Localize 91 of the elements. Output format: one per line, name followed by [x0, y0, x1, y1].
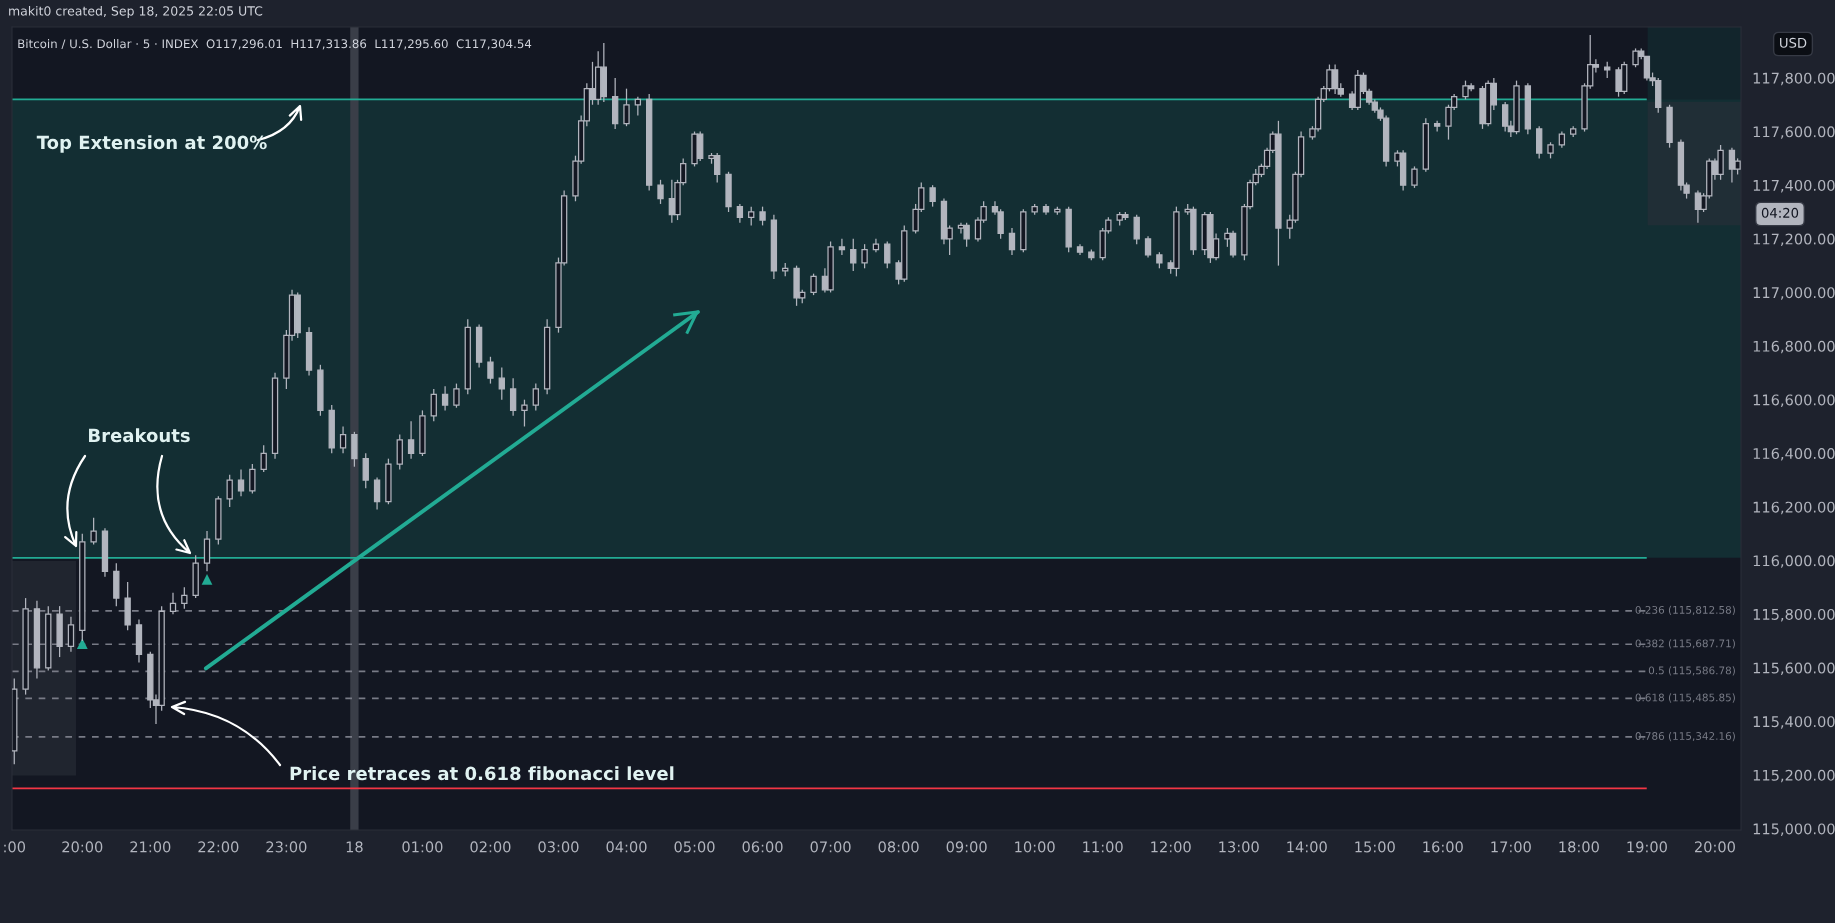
x-tick-label: 20:00	[62, 841, 103, 853]
candlestick	[237, 468, 245, 497]
candlestick	[441, 385, 449, 412]
x-tick-label: 08:00	[878, 841, 919, 853]
y-tick-label: 116,400.00	[1753, 448, 1835, 461]
candlestick	[657, 179, 664, 205]
annotation: Top Extension at 200%	[36, 135, 267, 153]
candlestick	[362, 452, 369, 489]
candlestick	[532, 382, 539, 412]
candlestick	[260, 444, 267, 473]
y-tick-label: 115,200.00	[1753, 769, 1835, 783]
y-tick-label: 115,000.00	[1753, 823, 1835, 836]
candlestick	[249, 463, 256, 495]
candlestick	[373, 476, 381, 511]
y-tick-label: 117,200.00	[1753, 233, 1835, 247]
ref-line-label: 0.236 (115,812.58)	[1635, 605, 1735, 616]
candlestick	[226, 474, 233, 508]
candlestick	[759, 206, 766, 227]
candlestick	[1501, 101, 1509, 133]
y-tick-label: 116,800.00	[1753, 340, 1835, 354]
candlestick	[748, 206, 755, 227]
ref-line-label: 0.5 (115,586.78)	[1648, 666, 1735, 676]
candlestick	[623, 88, 630, 127]
y-tick-label: 116,000.00	[1753, 555, 1835, 568]
y-tick-label: 116,600.00	[1753, 394, 1835, 407]
ref-line-label: 0.786 (115,342.16)	[1635, 731, 1735, 742]
x-tick-label: :00	[4, 841, 26, 853]
y-tick-label: 117,800.00	[1753, 72, 1835, 86]
x-tick-label: 01:00	[402, 841, 443, 853]
x-tick-label: 07:00	[810, 841, 851, 853]
y-tick-label: 116,200.00	[1753, 501, 1835, 515]
candlestick	[1008, 227, 1016, 256]
candlestick	[407, 420, 415, 460]
text: 04:20	[1761, 207, 1799, 218]
x-tick-label: 09:00	[946, 841, 987, 853]
x-tick-label: 05:00	[674, 841, 715, 853]
x-tick-label: 22:00	[198, 841, 239, 853]
candlestick	[884, 240, 891, 269]
annotation: Price retraces at 0.618 fibonacci level	[290, 766, 674, 781]
y-tick-label: 115,800.00	[1753, 608, 1835, 622]
ref-line-label: 0.382 (115,687.71)	[1635, 639, 1735, 649]
y-tick-label: 115,400.00	[1753, 716, 1835, 729]
x-tick-label: 10:00	[1015, 841, 1055, 853]
candlestick	[634, 96, 642, 117]
x-tick-label: 18:00	[1559, 841, 1599, 853]
candlestick	[1133, 214, 1140, 245]
candlestick	[1411, 165, 1418, 189]
x-tick-label: 02:00	[470, 841, 511, 853]
x-tick-label: 13:00	[1219, 841, 1259, 853]
text: Bitcoin / U.S. Dollar · 5 · INDEX O117,296.01 H117,313.86 L117,295.60 C117,304.54	[18, 39, 532, 50]
x-tick-label: 11:00	[1083, 841, 1123, 853]
x-tick-label: 04:00	[606, 841, 647, 853]
x-tick-label: 20:00	[1694, 841, 1735, 853]
ref-line-label: 0.618 (115,485.85)	[1635, 693, 1735, 703]
x-tick-label: 19:00	[1627, 841, 1667, 853]
y-tick-label: 115,600.00	[1753, 662, 1835, 676]
candlestick	[850, 238, 857, 272]
candlestick	[430, 388, 437, 422]
candlestick	[736, 203, 744, 224]
candlestick	[1144, 235, 1152, 259]
candlestick	[67, 616, 75, 653]
x-tick-label: 17:00	[1491, 841, 1531, 853]
candlestick	[509, 377, 517, 417]
candlestick	[929, 184, 936, 208]
y-tick-label: 117,600.00	[1753, 126, 1835, 139]
candlestick	[169, 592, 177, 615]
x-tick-label: 16:00	[1423, 841, 1463, 853]
annotation: Breakouts	[89, 428, 190, 443]
candlestick	[861, 243, 868, 269]
candlestick	[339, 425, 347, 454]
candlestick	[1433, 120, 1441, 133]
text: USD	[1780, 37, 1807, 48]
y-tick-label: 117,400.00	[1753, 179, 1835, 193]
candlestick	[838, 238, 846, 256]
candlestick	[810, 273, 817, 296]
x-tick-label: 21:00	[130, 841, 171, 853]
candlestick	[181, 586, 188, 610]
x-tick-label: 14:00	[1287, 841, 1327, 853]
candlestick	[498, 366, 505, 401]
x-tick-label: 23:00	[266, 841, 307, 853]
candlestick	[453, 382, 460, 409]
x-tick-label: 18	[346, 841, 363, 853]
text: makit0 created, Sep 18, 2025 22:05 UTC	[9, 5, 263, 19]
x-tick-label: 15:00	[1355, 841, 1395, 853]
y-tick-label: 117,000.00	[1753, 287, 1835, 300]
x-tick-label: 12:00	[1151, 841, 1191, 853]
candlestick	[90, 517, 97, 546]
x-tick-label: 03:00	[538, 841, 579, 853]
candlestick	[487, 356, 494, 385]
candlestick	[521, 399, 528, 428]
x-tick-label: 06:00	[742, 841, 783, 853]
